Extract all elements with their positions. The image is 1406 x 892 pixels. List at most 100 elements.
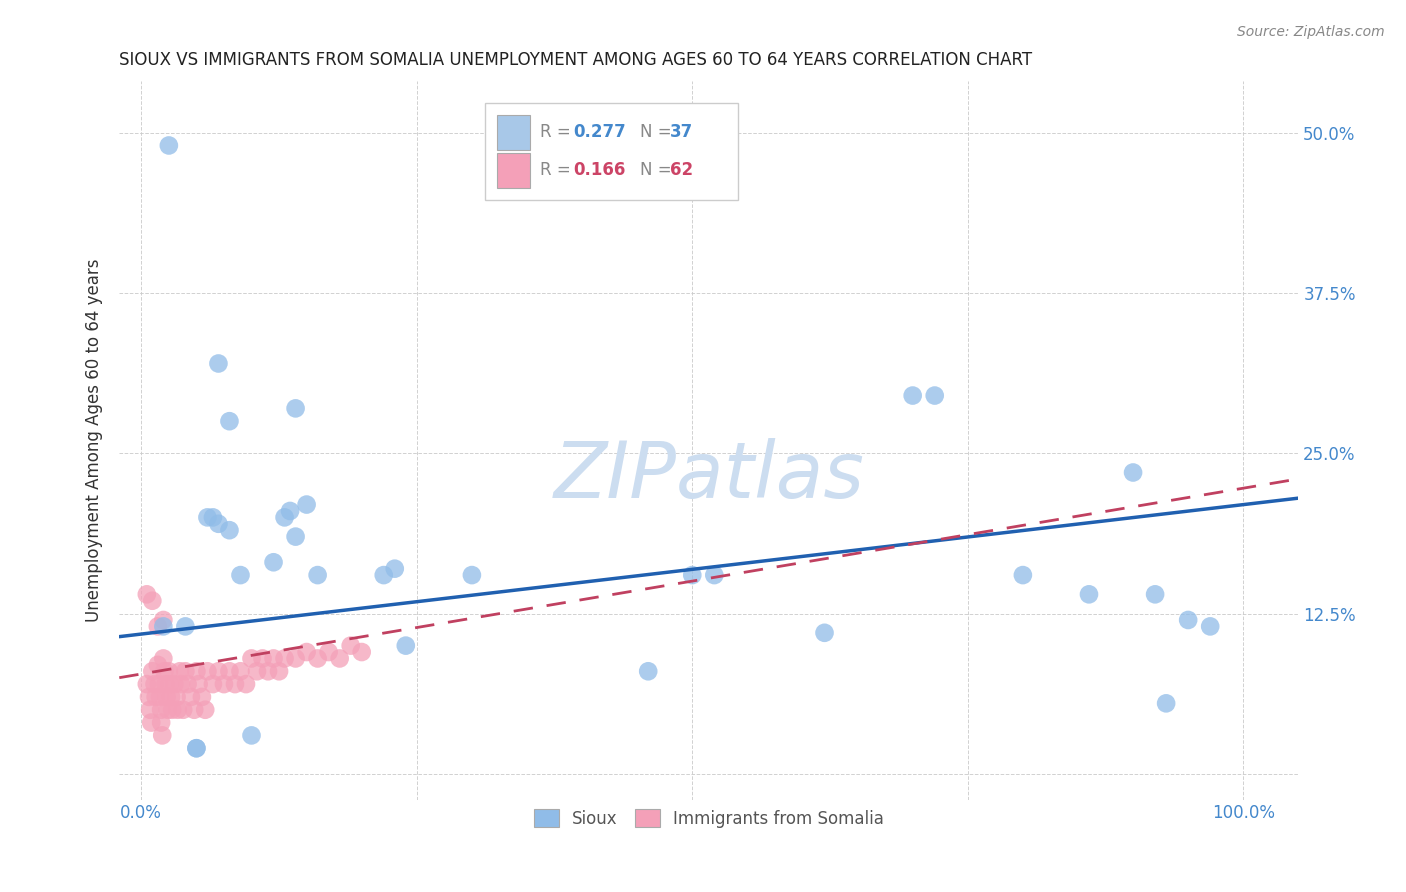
Point xyxy=(149,690,172,704)
Point xyxy=(155,677,177,691)
Point xyxy=(207,516,229,531)
Point xyxy=(307,651,329,665)
Point xyxy=(153,665,176,679)
Point xyxy=(318,645,340,659)
Text: R =: R = xyxy=(540,161,576,179)
Point xyxy=(207,356,229,370)
Point xyxy=(295,498,318,512)
Point xyxy=(307,568,329,582)
Point xyxy=(224,677,246,691)
Text: 62: 62 xyxy=(669,161,693,179)
Text: N =: N = xyxy=(640,122,678,141)
Point xyxy=(186,741,208,756)
Point xyxy=(295,645,318,659)
Point xyxy=(284,651,307,665)
Point xyxy=(246,665,269,679)
FancyBboxPatch shape xyxy=(496,115,530,150)
Point xyxy=(339,639,361,653)
Point xyxy=(152,651,174,665)
Point xyxy=(1078,587,1101,601)
Text: 0.277: 0.277 xyxy=(574,122,626,141)
Point xyxy=(229,665,252,679)
Point xyxy=(174,665,197,679)
Point xyxy=(284,401,307,416)
Point xyxy=(257,665,280,679)
Text: N =: N = xyxy=(640,161,678,179)
Point xyxy=(461,568,484,582)
Point xyxy=(384,562,406,576)
Point xyxy=(263,555,285,569)
Point xyxy=(152,613,174,627)
Point xyxy=(145,690,167,704)
Point xyxy=(157,665,180,679)
Point xyxy=(1144,587,1167,601)
Point xyxy=(180,690,202,704)
Point xyxy=(157,138,180,153)
Point xyxy=(240,651,263,665)
Point xyxy=(150,703,173,717)
Point xyxy=(166,703,188,717)
Legend: Sioux, Immigrants from Somalia: Sioux, Immigrants from Somalia xyxy=(527,803,890,834)
Point xyxy=(681,568,703,582)
Point xyxy=(166,690,188,704)
Point xyxy=(172,703,194,717)
Point xyxy=(150,728,173,742)
Point xyxy=(160,703,183,717)
Point xyxy=(148,677,170,691)
Point xyxy=(229,568,252,582)
Y-axis label: Unemployment Among Ages 60 to 64 years: Unemployment Among Ages 60 to 64 years xyxy=(86,259,103,623)
FancyBboxPatch shape xyxy=(496,153,530,187)
Point xyxy=(187,677,209,691)
Point xyxy=(329,651,352,665)
Point xyxy=(141,593,163,607)
Point xyxy=(1177,613,1199,627)
Point xyxy=(201,677,224,691)
Point xyxy=(212,677,235,691)
Point xyxy=(135,587,157,601)
Point xyxy=(703,568,725,582)
Point xyxy=(170,677,193,691)
Point xyxy=(176,677,198,691)
Point xyxy=(901,388,924,402)
Point xyxy=(637,665,659,679)
Point xyxy=(267,665,290,679)
Text: 0.166: 0.166 xyxy=(574,161,626,179)
Point xyxy=(273,510,295,524)
Point xyxy=(350,645,373,659)
Point xyxy=(201,510,224,524)
Point xyxy=(197,510,219,524)
Point xyxy=(156,690,179,704)
Text: Source: ZipAtlas.com: Source: ZipAtlas.com xyxy=(1237,25,1385,39)
Point xyxy=(135,677,157,691)
Point xyxy=(1122,466,1144,480)
Point xyxy=(143,677,166,691)
Point xyxy=(284,530,307,544)
Point xyxy=(273,651,295,665)
FancyBboxPatch shape xyxy=(485,103,738,200)
Point xyxy=(1199,619,1222,633)
Point xyxy=(160,690,183,704)
Point xyxy=(191,690,214,704)
Point xyxy=(146,657,169,672)
Point xyxy=(218,665,240,679)
Point xyxy=(138,690,160,704)
Text: R =: R = xyxy=(540,122,576,141)
Point xyxy=(146,619,169,633)
Point xyxy=(813,625,835,640)
Point xyxy=(163,677,186,691)
Point xyxy=(197,665,219,679)
Point xyxy=(218,523,240,537)
Point xyxy=(159,677,181,691)
Point xyxy=(218,414,240,428)
Text: 37: 37 xyxy=(669,122,693,141)
Point xyxy=(150,715,173,730)
Text: ZIPatlas: ZIPatlas xyxy=(554,438,865,515)
Point xyxy=(194,703,217,717)
Point xyxy=(139,703,162,717)
Point xyxy=(207,665,229,679)
Point xyxy=(141,715,163,730)
Point xyxy=(141,665,163,679)
Point xyxy=(263,651,285,665)
Point xyxy=(186,665,208,679)
Point xyxy=(1154,696,1177,710)
